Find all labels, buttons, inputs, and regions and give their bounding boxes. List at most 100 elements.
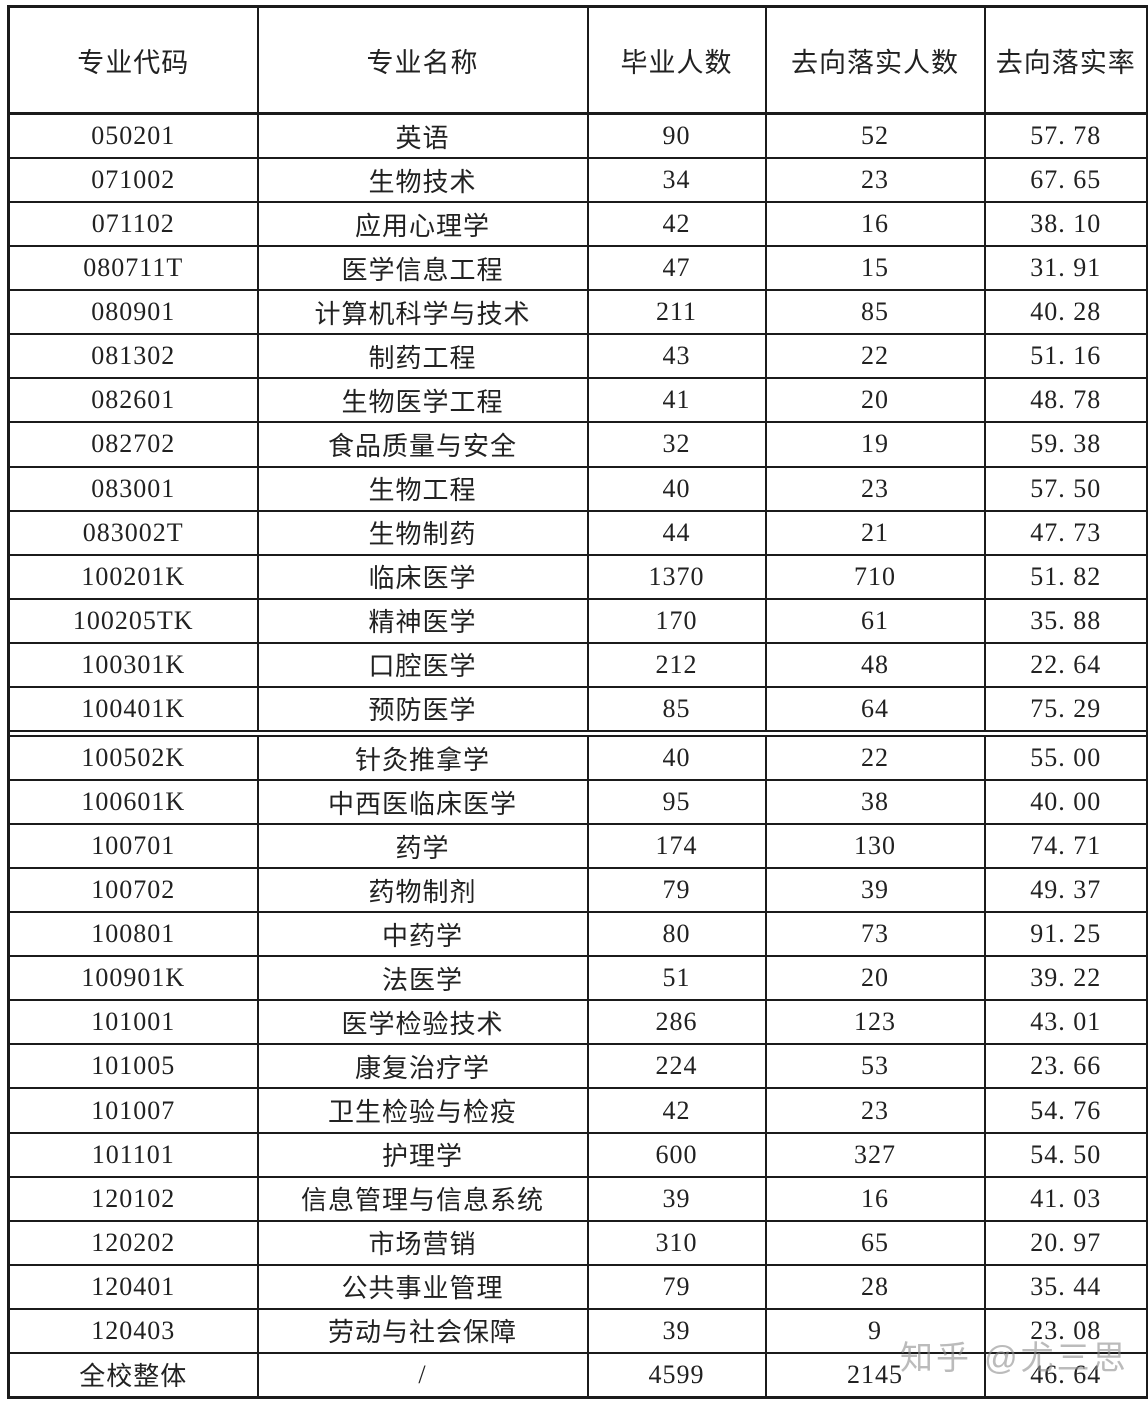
major-code-cell: 082601 <box>7 377 259 424</box>
placed-count-cell: 61 <box>764 597 986 644</box>
placed-count-cell: 73 <box>764 911 986 958</box>
major-name-cell: 劳动与社会保障 <box>256 1307 589 1354</box>
placement-rate-cell: 54. 76 <box>983 1087 1148 1134</box>
major-code-cell: 100301K <box>7 641 259 688</box>
col-header-major-code: 专业代码 <box>7 5 259 115</box>
major-name-cell: 预防医学 <box>256 685 589 732</box>
table-row: 100601K 中西医临床医学 95 38 40. 00 <box>7 779 1148 826</box>
table-row: 050201 英语 90 52 57. 78 <box>7 112 1148 160</box>
placed-count-cell: 20 <box>764 377 986 424</box>
table-row: 101005 康复治疗学 224 53 23. 66 <box>7 1043 1148 1090</box>
major-name-cell: 计算机科学与技术 <box>256 289 589 336</box>
placement-rate-cell: 51. 16 <box>983 333 1148 380</box>
major-name-cell: 中西医临床医学 <box>256 779 589 826</box>
major-code-cell: 100702 <box>7 867 259 914</box>
placed-count-cell: 327 <box>764 1131 986 1178</box>
placement-rate-cell: 75. 29 <box>983 685 1148 732</box>
placement-rate-cell: 59. 38 <box>983 421 1148 468</box>
graduate-count-cell: 224 <box>586 1043 767 1090</box>
table-row: 100201K 临床医学 1370 710 51. 82 <box>7 553 1148 600</box>
major-code-cell: 071102 <box>7 201 259 248</box>
graduate-count-cell: 90 <box>586 112 767 160</box>
table-row: 101007 卫生检验与检疫 42 23 54. 76 <box>7 1087 1148 1134</box>
major-code-cell: 120202 <box>7 1219 259 1266</box>
placement-rate-cell: 20. 97 <box>983 1219 1148 1266</box>
major-name-cell: 英语 <box>256 112 589 160</box>
table-row: 083002T 生物制药 44 21 47. 73 <box>7 509 1148 556</box>
table-row: 100301K 口腔医学 212 48 22. 64 <box>7 641 1148 688</box>
major-name-cell: 生物工程 <box>256 465 589 512</box>
major-code-cell: 101007 <box>7 1087 259 1134</box>
placement-rate-cell: 57. 50 <box>983 465 1148 512</box>
graduate-count-cell: 39 <box>586 1175 767 1222</box>
placed-count-cell: 2145 <box>764 1351 986 1399</box>
placement-rate-cell: 22. 64 <box>983 641 1148 688</box>
placed-count-cell: 9 <box>764 1307 986 1354</box>
graduate-count-cell: 600 <box>586 1131 767 1178</box>
placement-rate-cell: 35. 44 <box>983 1263 1148 1310</box>
major-name-cell: 卫生检验与检疫 <box>256 1087 589 1134</box>
major-code-cell: 071002 <box>7 157 259 204</box>
table-row: 071002 生物技术 34 23 67. 65 <box>7 157 1148 204</box>
graduate-count-cell: 212 <box>586 641 767 688</box>
col-header-placed-count: 去向落实人数 <box>764 5 986 115</box>
graduate-count-cell: 310 <box>586 1219 767 1266</box>
graduate-count-cell: 1370 <box>586 553 767 600</box>
placed-count-cell: 64 <box>764 685 986 732</box>
table-row: 082601 生物医学工程 41 20 48. 78 <box>7 377 1148 424</box>
placed-count-cell: 123 <box>764 999 986 1046</box>
placed-count-cell: 52 <box>764 112 986 160</box>
table-row: 100401K 预防医学 85 64 75. 29 <box>7 685 1148 732</box>
graduate-count-cell: 51 <box>586 955 767 1002</box>
major-code-cell: 081302 <box>7 333 259 380</box>
graduate-count-cell: 43 <box>586 333 767 380</box>
placement-rate-cell: 40. 28 <box>983 289 1148 336</box>
table-row: 120401 公共事业管理 79 28 35. 44 <box>7 1263 1148 1310</box>
graduate-count-cell: 286 <box>586 999 767 1046</box>
major-name-cell: 应用心理学 <box>256 201 589 248</box>
major-name-cell: 生物医学工程 <box>256 377 589 424</box>
table-row: 100701 药学 174 130 74. 71 <box>7 823 1148 870</box>
graduate-count-cell: 211 <box>586 289 767 336</box>
placement-rate-cell: 54. 50 <box>983 1131 1148 1178</box>
major-code-cell: 100601K <box>7 779 259 826</box>
col-header-major-name: 专业名称 <box>256 5 589 115</box>
graduate-count-cell: 34 <box>586 157 767 204</box>
placement-rate-cell: 43. 01 <box>983 999 1148 1046</box>
placed-count-cell: 23 <box>764 157 986 204</box>
major-name-cell: 康复治疗学 <box>256 1043 589 1090</box>
col-header-placement-rate: 去向落实率 <box>983 5 1148 115</box>
major-code-cell: 083001 <box>7 465 259 512</box>
major-code-cell: 101101 <box>7 1131 259 1178</box>
graduate-count-cell: 40 <box>586 734 767 782</box>
major-name-cell: 医学信息工程 <box>256 245 589 292</box>
table-row: 083001 生物工程 40 23 57. 50 <box>7 465 1148 512</box>
major-name-cell: 生物制药 <box>256 509 589 556</box>
major-name-cell: 食品质量与安全 <box>256 421 589 468</box>
graduate-count-cell: 40 <box>586 465 767 512</box>
graduate-count-cell: 85 <box>586 685 767 732</box>
header-row: 专业代码 专业名称 毕业人数 去向落实人数 去向落实率 <box>7 5 1148 115</box>
major-name-cell: 针灸推拿学 <box>256 734 589 782</box>
table-row: 120102 信息管理与信息系统 39 16 41. 03 <box>7 1175 1148 1222</box>
major-name-cell: / <box>256 1351 589 1399</box>
major-name-cell: 药物制剂 <box>256 867 589 914</box>
section-divider <box>7 729 1148 738</box>
placed-count-cell: 23 <box>764 1087 986 1134</box>
placement-rate-cell: 39. 22 <box>983 955 1148 1002</box>
table-row: 101101 护理学 600 327 54. 50 <box>7 1131 1148 1178</box>
major-code-cell: 100901K <box>7 955 259 1002</box>
total-row: 全校整体/4599 2145 46. 64 <box>7 1351 1148 1399</box>
major-code-cell: 080901 <box>7 289 259 336</box>
placed-count-cell: 16 <box>764 1175 986 1222</box>
graduate-count-cell: 80 <box>586 911 767 958</box>
major-code-cell: 100201K <box>7 553 259 600</box>
placed-count-cell: 22 <box>764 734 986 782</box>
major-name-cell: 医学检验技术 <box>256 999 589 1046</box>
placed-count-cell: 53 <box>764 1043 986 1090</box>
placement-rate-cell: 55. 00 <box>983 734 1148 782</box>
major-name-cell: 信息管理与信息系统 <box>256 1175 589 1222</box>
graduate-count-cell: 79 <box>586 867 767 914</box>
placement-rate-cell: 91. 25 <box>983 911 1148 958</box>
